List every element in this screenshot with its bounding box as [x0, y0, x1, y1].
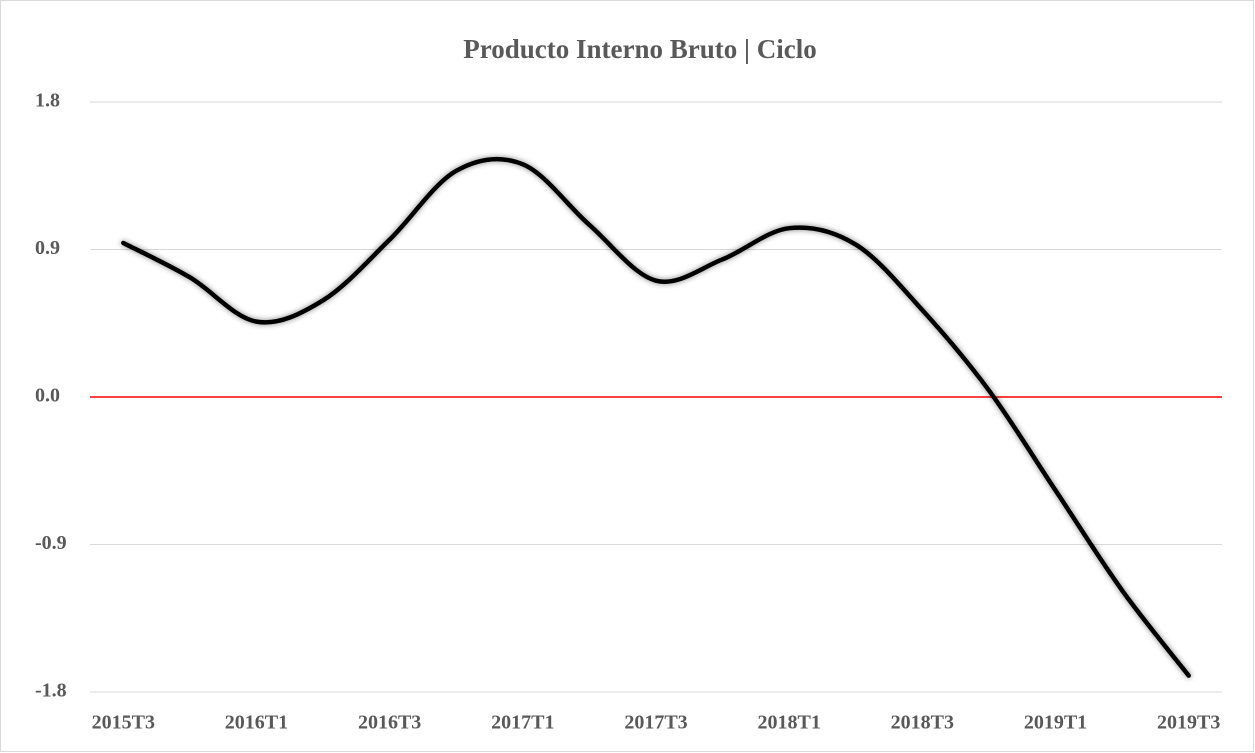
- x-tick-label: 2017T1: [491, 712, 554, 734]
- x-tick-label: 2016T1: [225, 712, 288, 734]
- y-tick-label: 0.0: [35, 385, 60, 407]
- chart-title: Producto Interno Bruto | Ciclo: [463, 34, 816, 64]
- y-tick-label: 1.8: [35, 90, 60, 112]
- x-tick-label: 2016T3: [358, 712, 421, 734]
- y-tick-label: -1.8: [35, 680, 67, 702]
- x-tick-label: 2018T3: [891, 712, 954, 734]
- x-tick-label: 2019T3: [1157, 712, 1220, 734]
- x-tick-label: 2017T3: [624, 712, 687, 734]
- x-tick-label: 2015T3: [92, 712, 155, 734]
- line: [121, 156, 1191, 678]
- x-tick-label: 2018T1: [758, 712, 821, 734]
- y-tick-label: -0.9: [35, 532, 67, 554]
- y-tick-label: 0.9: [35, 237, 60, 259]
- x-tick-label: 2019T1: [1024, 712, 1087, 734]
